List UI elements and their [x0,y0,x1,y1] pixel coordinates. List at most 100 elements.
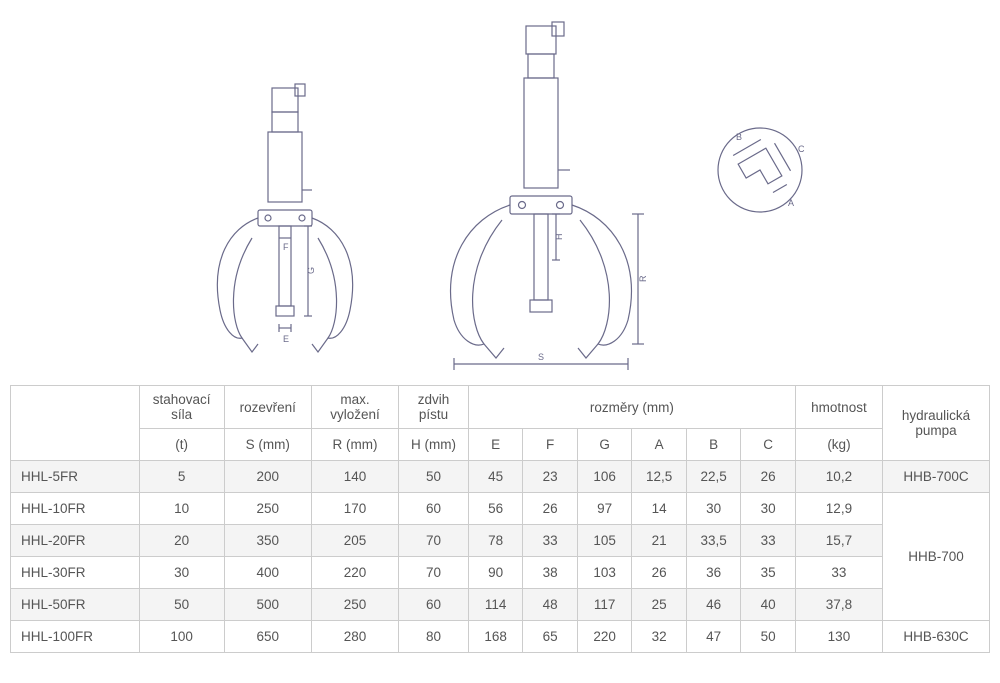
header-force: stahovací síla [139,386,224,429]
cell: 50 [139,589,224,621]
cell: 26 [632,557,687,589]
cell-pump: HHB-630C [883,621,990,653]
dim-label-s: S [538,352,544,362]
cell: 90 [468,557,523,589]
cell: 78 [468,525,523,557]
cell: 22,5 [686,461,741,493]
header-weight-unit: (kg) [795,429,882,461]
cell: 33 [523,525,578,557]
cell: 280 [311,621,398,653]
diagram-puller-large: H R S [420,20,670,370]
cell: 12,5 [632,461,687,493]
header-weight: hmotnost [795,386,882,429]
cell: 15,7 [795,525,882,557]
cell: 26 [523,493,578,525]
cell: 130 [795,621,882,653]
spec-table-container: stahovací síla rozevření max. vyložení z… [10,385,990,653]
cell: 36 [686,557,741,589]
cell: 100 [139,621,224,653]
table-row: HHL-10FR 10 250 170 60 56 26 97 14 30 30… [11,493,990,525]
cell: 65 [523,621,578,653]
cell: 10,2 [795,461,882,493]
dim-label-a: A [788,198,794,208]
cell: 45 [468,461,523,493]
cell: 200 [224,461,311,493]
cell: 30 [686,493,741,525]
cell: 80 [399,621,469,653]
header-spread-unit: S (mm) [224,429,311,461]
table-row: HHL-5FR 5 200 140 50 45 23 106 12,5 22,5… [11,461,990,493]
dim-label-e: E [283,334,289,344]
cell-model: HHL-100FR [11,621,140,653]
dim-label-r: R [638,275,648,282]
cell: 106 [577,461,632,493]
cell: 140 [311,461,398,493]
cell: 30 [741,493,796,525]
cell: 47 [686,621,741,653]
cell: 32 [632,621,687,653]
header-model [11,386,140,461]
header-dims: rozměry (mm) [468,386,795,429]
table-row: HHL-50FR 50 500 250 60 114 48 117 25 46 … [11,589,990,621]
cell: 117 [577,589,632,621]
diagram-area: G E F [0,10,1000,370]
cell: 21 [632,525,687,557]
cell: 26 [741,461,796,493]
diagram-jaw-detail: B C A [700,110,820,230]
dim-label-h: H [554,234,564,241]
page: G E F [0,0,1000,683]
cell: 14 [632,493,687,525]
cell: 33 [795,557,882,589]
cell: 37,8 [795,589,882,621]
dim-label-g: G [306,267,316,274]
cell: 170 [311,493,398,525]
header-reach-unit: R (mm) [311,429,398,461]
cell: 650 [224,621,311,653]
cell-model: HHL-10FR [11,493,140,525]
cell: 400 [224,557,311,589]
cell: 70 [399,557,469,589]
cell: 25 [632,589,687,621]
header-reach: max. vyložení [311,386,398,429]
cell: 33,5 [686,525,741,557]
cell: 46 [686,589,741,621]
cell: 220 [311,557,398,589]
cell: 250 [311,589,398,621]
header-dim-b: B [686,429,741,461]
table-body: HHL-5FR 5 200 140 50 45 23 106 12,5 22,5… [11,461,990,653]
header-stroke: zdvih pístu [399,386,469,429]
cell-model: HHL-50FR [11,589,140,621]
cell-pump-group: HHB-700 [883,493,990,621]
cell: 12,9 [795,493,882,525]
cell: 50 [741,621,796,653]
table-row: HHL-20FR 20 350 205 70 78 33 105 21 33,5… [11,525,990,557]
cell: 38 [523,557,578,589]
cell: 103 [577,557,632,589]
header-pump: hydraulická pumpa [883,386,990,461]
cell: 33 [741,525,796,557]
cell: 500 [224,589,311,621]
cell: 105 [577,525,632,557]
header-dim-c: C [741,429,796,461]
cell: 50 [399,461,469,493]
diagram-puller-small: G E F [180,80,390,370]
dim-label-c: C [798,144,805,154]
cell: 48 [523,589,578,621]
cell: 10 [139,493,224,525]
header-dim-g: G [577,429,632,461]
table-header: stahovací síla rozevření max. vyložení z… [11,386,990,461]
cell: 40 [741,589,796,621]
cell: 97 [577,493,632,525]
table-row: HHL-30FR 30 400 220 70 90 38 103 26 36 3… [11,557,990,589]
cell: 35 [741,557,796,589]
cell: 114 [468,589,523,621]
cell-model: HHL-5FR [11,461,140,493]
cell: 220 [577,621,632,653]
cell: 56 [468,493,523,525]
cell: 60 [399,589,469,621]
spec-table: stahovací síla rozevření max. vyložení z… [10,385,990,653]
cell: 20 [139,525,224,557]
header-force-unit: (t) [139,429,224,461]
cell-model: HHL-30FR [11,557,140,589]
cell: 30 [139,557,224,589]
